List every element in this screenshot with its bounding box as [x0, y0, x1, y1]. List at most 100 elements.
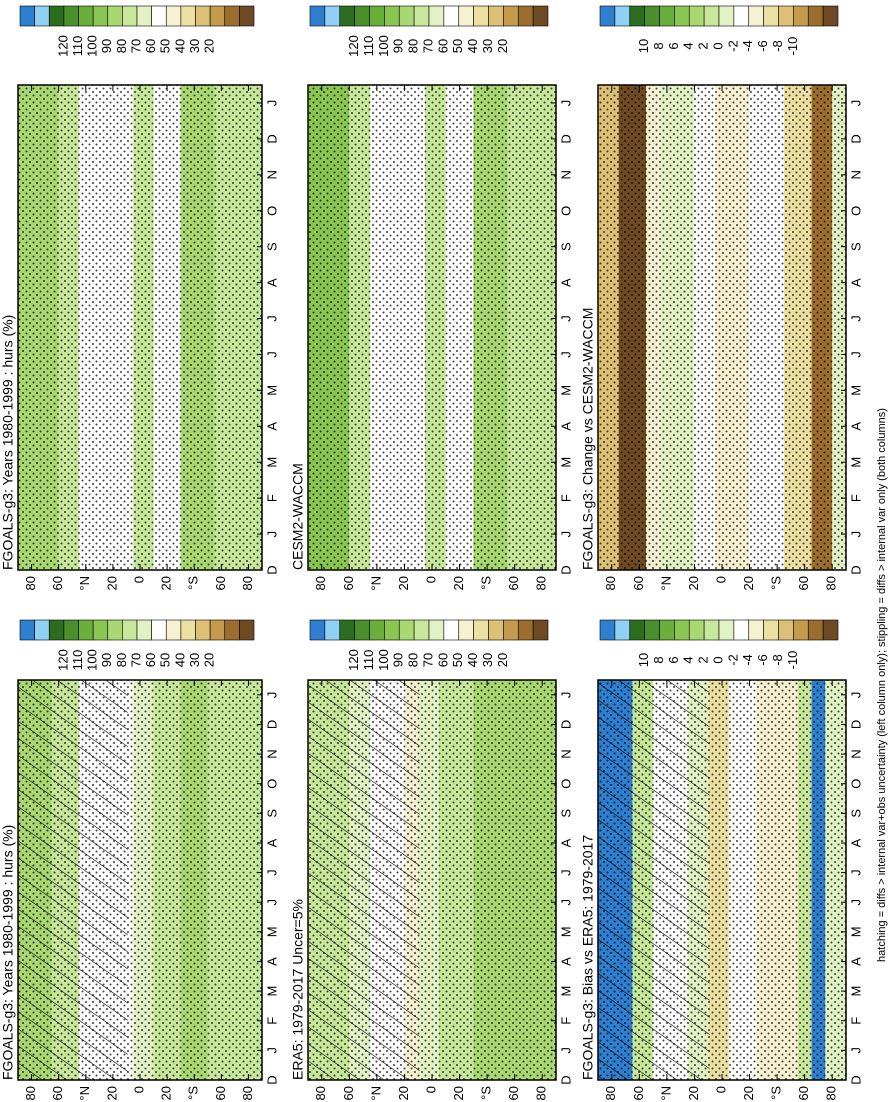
x-tick-label: F	[848, 1017, 863, 1025]
colorbar-box	[688, 5, 705, 27]
colorbar-box	[324, 5, 341, 27]
colorbar-box	[763, 5, 779, 27]
colorbar-label: -8	[770, 40, 785, 52]
x-tick-label: D	[848, 1075, 863, 1084]
y-tick-label: 60	[341, 576, 356, 590]
colorbar-box	[718, 5, 735, 27]
panel-title: FGOALS-g3: Years 1980-1999 : hurs (%)	[0, 825, 16, 1080]
y-tick-label: 20	[686, 576, 701, 590]
colorbar-box	[354, 619, 370, 641]
x-tick-label: J	[848, 531, 863, 538]
colorbar-box	[644, 5, 660, 27]
colorbar-box	[458, 5, 474, 27]
x-tick-label: D	[848, 565, 863, 574]
colorbar-box	[748, 619, 764, 641]
colorbar-label: 10	[636, 39, 651, 53]
y-tick-label: 60	[213, 576, 228, 590]
x-tick-label: J	[848, 899, 863, 906]
y-tick-label: 60	[341, 1086, 356, 1100]
colorbar-label: 50	[158, 39, 173, 53]
x-tick-label: N	[848, 749, 863, 758]
colorbar-box	[369, 5, 385, 27]
x-tick-label: J	[558, 692, 573, 699]
y-tick-label: 80	[23, 576, 38, 590]
colorbar-label: 80	[114, 653, 129, 667]
colorbar-label: 100	[376, 35, 391, 57]
colorbar-box	[384, 619, 400, 641]
colorbar-box	[822, 5, 839, 27]
x-tick-label: A	[264, 838, 279, 847]
colorbar-box	[309, 5, 326, 27]
y-tick-label: 0	[131, 576, 146, 583]
x-tick-label: J	[264, 692, 279, 699]
colorbar-box	[63, 619, 79, 641]
colorbar-label: 6	[666, 42, 681, 49]
y-tick-label: 80	[603, 576, 618, 590]
colorbar-box	[674, 619, 690, 641]
colorbar-box	[107, 5, 123, 27]
colorbar-box	[599, 619, 616, 641]
colorbar-label: 70	[420, 653, 435, 667]
colorbar-box	[532, 5, 549, 27]
colorbar-box	[703, 5, 720, 27]
colorbar-box	[398, 5, 415, 27]
colorbar-label: -10	[785, 37, 800, 56]
x-tick-label: D	[264, 134, 279, 143]
colorbar-label: 100	[376, 649, 391, 671]
x-tick-label: D	[848, 134, 863, 143]
x-tick-label: J	[848, 351, 863, 358]
x-tick-label: D	[264, 720, 279, 729]
colorbar-label: 110	[361, 650, 376, 671]
colorbar-box	[92, 5, 109, 27]
colorbar-box	[209, 619, 226, 641]
colorbar-box	[122, 619, 138, 641]
colorbar-box	[599, 5, 616, 27]
colorbar-box	[309, 619, 326, 641]
colorbar-label: 110	[361, 36, 376, 57]
x-tick-label: J	[264, 351, 279, 358]
x-tick-label: S	[264, 809, 279, 818]
x-tick-label: D	[558, 1075, 573, 1084]
y-tick-label: 60	[796, 576, 811, 590]
x-tick-label: M	[848, 457, 863, 468]
colorbar-label: 30	[480, 653, 495, 667]
y-tick-label: °N	[77, 576, 92, 591]
colorbar-label: 40	[172, 653, 187, 667]
x-tick-label: J	[848, 869, 863, 876]
colorbar-label: 40	[172, 39, 187, 53]
y-tick-label: °N	[368, 576, 383, 591]
y-tick-label: 20	[396, 1086, 411, 1100]
colorbar-box	[239, 5, 255, 27]
colorbar-box	[151, 619, 167, 641]
x-tick-label: A	[558, 278, 573, 287]
x-tick-label: J	[848, 692, 863, 699]
colorbar-box	[763, 619, 779, 641]
colorbar-label: -6	[755, 654, 770, 666]
x-tick-label: N	[558, 170, 573, 179]
colorbar-box	[517, 5, 534, 27]
y-tick-label: 0	[423, 576, 438, 583]
x-tick-label: S	[558, 809, 573, 818]
y-tick-label: °N	[658, 1086, 673, 1101]
y-tick-label: 80	[534, 1086, 549, 1100]
colorbar-label: 4	[681, 42, 696, 49]
x-tick-label: D	[848, 720, 863, 729]
y-tick-label: 20	[451, 1086, 466, 1100]
y-tick-label: °N	[77, 1086, 92, 1101]
hatching	[598, 680, 710, 1080]
x-tick-label: M	[264, 926, 279, 937]
colorbar-label: 10	[636, 653, 651, 667]
colorbar-label: -2	[725, 654, 740, 666]
colorbar-label: 0	[710, 42, 725, 49]
y-tick-label: 20	[159, 576, 174, 590]
x-tick-label: A	[264, 957, 279, 966]
y-tick-label: 20	[741, 1086, 756, 1100]
x-tick-label: D	[558, 565, 573, 574]
x-tick-label: J	[264, 531, 279, 538]
colorbar-label: 30	[480, 39, 495, 53]
stippling	[18, 85, 262, 570]
hatching	[18, 680, 128, 1080]
y-tick-label: °S	[769, 1086, 784, 1100]
